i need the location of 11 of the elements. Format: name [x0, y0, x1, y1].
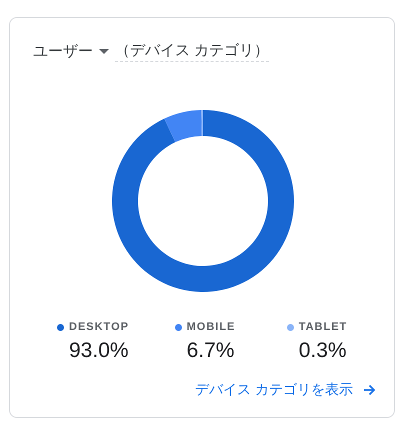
chart-title: ユーザー: [33, 42, 93, 61]
donut-slice: [164, 110, 202, 142]
chart-subtitle: （デバイス カテゴリ）: [115, 41, 270, 62]
legend-label: TABLET: [298, 320, 348, 335]
data-label: 0.3%: [298, 338, 348, 364]
legend-label: MOBILE: [186, 320, 236, 335]
legend-label: DESKTOP: [69, 320, 129, 335]
data-label: 6.7%: [186, 338, 236, 364]
text: デバイス カテゴリを表示: [195, 381, 353, 399]
donut-slice: [112, 110, 294, 292]
data-label: 93.0%: [69, 338, 129, 364]
